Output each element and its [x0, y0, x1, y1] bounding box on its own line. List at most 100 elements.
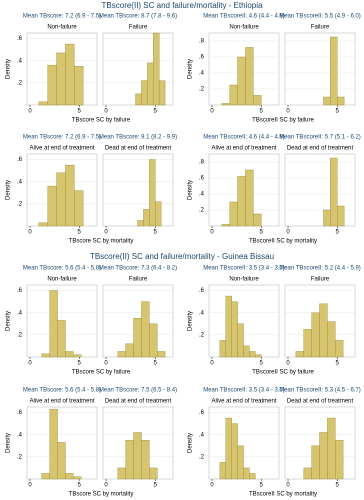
x-tick-label: 5 — [260, 483, 264, 489]
bar — [38, 101, 48, 106]
panel-title: Mean TBscoreII: 4.6 (4.4 - 4.8) — [203, 135, 285, 141]
bar — [133, 318, 142, 358]
bar — [295, 351, 304, 358]
x-tick-label: 0 — [104, 230, 108, 236]
panel-title: Mean TBscore: 8.7 (7.8 - 9.6) — [99, 14, 177, 20]
panel-subtitle: Non-failure — [229, 277, 259, 283]
bar — [73, 476, 82, 480]
x-tick-label: 5 — [336, 230, 340, 236]
bar — [47, 64, 57, 106]
y-tick-label: .6 — [199, 176, 205, 182]
bar — [319, 303, 328, 358]
bar — [38, 222, 48, 227]
bar — [243, 345, 250, 358]
y-tick-label: .2 — [199, 87, 205, 93]
bar — [249, 473, 256, 480]
bar — [327, 321, 336, 358]
x-axis-title: TBscoreII SC by mortality — [249, 239, 317, 245]
x-axis-title: TBscoreII SC by failure — [252, 370, 314, 376]
y-tick-label: .4 — [17, 310, 23, 316]
y-tick-label: .4 — [17, 432, 23, 438]
panel-title: Mean TBscore: 7.5 (6.5 - 8.4) — [99, 388, 177, 394]
panel-title: Mean TBscoreII: 3.5 (3.4 - 3.7) — [203, 388, 285, 394]
panel-subtitle: Dead at end of treatment — [287, 146, 354, 152]
x-axis-title: TBscoreII SC by mortality — [249, 492, 317, 498]
bar — [47, 185, 57, 227]
y-tick-label: .4 — [199, 432, 205, 438]
x-tick-label: 5 — [336, 483, 340, 489]
bar — [57, 320, 66, 358]
bar — [237, 445, 244, 480]
bar — [253, 95, 262, 106]
y-tick-label: .8 — [199, 160, 205, 166]
y-tick-label: .6 — [199, 288, 205, 294]
y-tick-label: .2 — [199, 332, 205, 338]
y-axis-title: Density — [188, 433, 194, 453]
bar — [323, 96, 331, 106]
bar — [245, 169, 254, 227]
x-tick-label: 5 — [154, 361, 158, 367]
panel-subtitle: Dead at end of treatment — [105, 399, 172, 405]
panel-title: Mean TBscoreII: 3.5 (3.4 - 3.7) — [203, 266, 285, 272]
x-tick-label: 0 — [104, 109, 108, 115]
x-tick-label: 5 — [336, 109, 340, 115]
bar — [229, 201, 238, 227]
bar — [243, 467, 250, 480]
panel-title: Mean TBscoreII: 4.6 (4.4 - 4.8) — [203, 14, 285, 20]
x-tick-label: 0 — [28, 230, 32, 236]
panel-title: Mean TBscore: 7.2 (6.9 - 7.5) — [23, 135, 101, 141]
y-axis-title: Density — [188, 311, 194, 331]
bar — [125, 440, 134, 480]
bar — [158, 80, 166, 106]
y-tick-label: .2 — [17, 201, 23, 207]
x-tick-label: 0 — [210, 483, 214, 489]
panel-title: Mean TBscoreII: 5.5 (4.9 - 6.0) — [279, 14, 361, 20]
x-tick-label: 5 — [78, 230, 82, 236]
bar — [221, 103, 230, 106]
bar — [135, 93, 142, 106]
y-tick-label: .4 — [17, 179, 23, 185]
x-tick-label: 0 — [286, 361, 290, 367]
bar — [149, 467, 158, 480]
bar — [143, 209, 150, 227]
x-tick-label: 0 — [28, 361, 32, 367]
bar — [245, 47, 254, 106]
y-tick-label: .4 — [199, 71, 205, 77]
panel-title: Mean TBscore: 5.6 (5.4 - 5.8) — [23, 388, 101, 394]
y-axis-title: Density — [6, 59, 12, 79]
bar — [311, 445, 320, 480]
bar — [156, 351, 166, 358]
bar — [41, 353, 50, 358]
y-axis-title: Density — [6, 180, 12, 200]
bar — [330, 36, 338, 106]
y-tick-label: .2 — [199, 454, 205, 460]
x-tick-label: 0 — [28, 483, 32, 489]
bar — [335, 440, 344, 480]
x-tick-label: 0 — [210, 361, 214, 367]
bar — [219, 462, 226, 480]
bar — [155, 201, 162, 227]
x-axis-title: TBscore SC by mortality — [69, 492, 134, 498]
bar — [231, 423, 238, 480]
bar — [147, 62, 154, 106]
y-tick-label: .2 — [199, 208, 205, 214]
y-tick-label: .4 — [199, 192, 205, 198]
x-tick-label: 5 — [78, 361, 82, 367]
panel-title: Mean TBscoreII: 5.7 (5.1 - 6.2) — [279, 135, 361, 141]
bar — [57, 442, 66, 480]
x-tick-label: 5 — [260, 230, 264, 236]
bar — [73, 354, 82, 358]
x-tick-label: 5 — [260, 109, 264, 115]
x-tick-label: 5 — [78, 109, 82, 115]
bar — [56, 52, 66, 106]
bar — [229, 84, 238, 106]
x-tick-label: 0 — [210, 109, 214, 115]
bar — [237, 323, 244, 358]
x-tick-label: 5 — [78, 483, 82, 489]
bar — [149, 323, 158, 358]
bar — [330, 157, 338, 227]
y-tick-label: .4 — [199, 310, 205, 316]
bar — [65, 43, 75, 106]
panel-title: Mean TBscore: 9.1 (8.2 - 9.9) — [99, 135, 177, 141]
y-axis-title: Density — [6, 311, 12, 331]
